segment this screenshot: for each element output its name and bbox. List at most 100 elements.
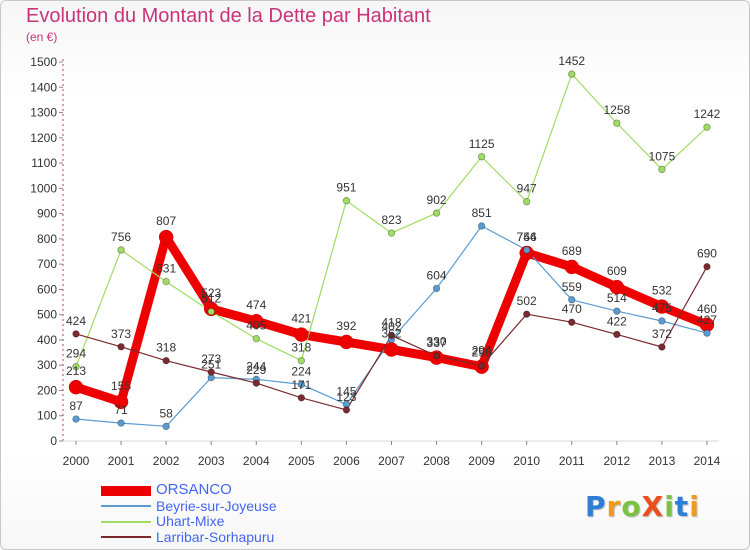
data-label-beyrie-sur-joyeuse: 756 [517, 230, 537, 244]
data-point-beyrie-sur-joyeuse [568, 296, 576, 304]
data-point-beyrie-sur-joyeuse [297, 380, 306, 389]
chart-subtitle: (en €) [26, 30, 58, 44]
y-tick-label: 300 [37, 358, 57, 372]
legend: ORSANCO Beyrie-sur-Joyeuse Uhart-Mixe La… [101, 481, 361, 545]
data-label-orsanco: 474 [246, 298, 266, 312]
data-label-uhart-mixe: 951 [336, 181, 356, 195]
legend-item-uhart-mixe: Uhart-Mixe [101, 513, 361, 530]
data-label-uhart-mixe: 1258 [603, 103, 630, 117]
data-label-beyrie-sur-joyeuse: 604 [427, 268, 447, 282]
data-point-beyrie-sur-joyeuse [432, 284, 441, 293]
data-point-beyrie-sur-joyeuse [477, 222, 486, 230]
data-point-larribar-sorhapuru [297, 394, 306, 402]
data-label-orsanco: 294 [472, 344, 492, 358]
data-label-orsanco: 155 [111, 379, 131, 393]
data-label-uhart-mixe: 294 [66, 347, 86, 361]
data-point-orsanco [384, 342, 399, 357]
legend-item-beyrie-sur-joyeuse: Beyrie-sur-Joyeuse [101, 497, 361, 515]
data-label-beyrie-sur-joyeuse: 58 [159, 406, 173, 420]
proxiti-logo: ProXiti [585, 490, 700, 523]
x-tick-label: 2007 [378, 454, 405, 468]
data-label-orsanco: 744 [517, 230, 537, 244]
data-label-beyrie-sur-joyeuse: 427 [697, 313, 717, 327]
x-tick-label: 2010 [513, 454, 540, 468]
x-tick-label: 2006 [333, 454, 360, 468]
data-point-orsanco [249, 313, 264, 329]
data-label-orsanco: 421 [291, 312, 311, 326]
data-label-uhart-mixe: 318 [291, 341, 311, 355]
data-label-larribar-sorhapuru: 171 [291, 378, 311, 392]
data-point-uhart-mixe [252, 334, 260, 343]
x-tick-label: 2013 [649, 454, 676, 468]
data-label-beyrie-sur-joyeuse: 851 [472, 206, 492, 220]
data-label-uhart-mixe: 902 [427, 193, 447, 207]
data-label-beyrie-sur-joyeuse: 251 [201, 358, 221, 372]
logo-letter: i [664, 490, 675, 523]
data-label-uhart-mixe: 947 [517, 182, 537, 196]
data-point-orsanco [339, 334, 354, 350]
x-tick-label: 2011 [559, 454, 585, 468]
data-point-orsanco [654, 299, 670, 314]
data-label-larribar-sorhapuru: 418 [381, 315, 401, 329]
data-label-uhart-mixe: 512 [201, 292, 221, 306]
data-point-larribar-sorhapuru [72, 330, 80, 338]
y-tick-label: 500 [37, 308, 57, 322]
data-point-uhart-mixe [297, 356, 306, 365]
x-tick-label: 2008 [423, 454, 450, 468]
data-point-orsanco [68, 379, 84, 395]
legend-swatch [101, 520, 151, 523]
data-point-larribar-sorhapuru [342, 406, 351, 414]
data-label-orsanco: 807 [156, 214, 176, 228]
y-tick-label: 1500 [30, 55, 57, 69]
y-tick-label: 1400 [30, 80, 57, 94]
legend-label: Larribar-Sorhapuru [156, 528, 275, 545]
data-label-uhart-mixe: 1075 [649, 149, 676, 163]
data-point-larribar-sorhapuru [658, 343, 666, 351]
data-point-uhart-mixe [477, 153, 486, 161]
data-label-beyrie-sur-joyeuse: 244 [246, 359, 266, 373]
data-label-larribar-sorhapuru: 422 [607, 314, 627, 328]
logo-letter: o [621, 490, 642, 523]
data-label-larribar-sorhapuru: 373 [111, 327, 131, 341]
data-label-uhart-mixe: 1242 [694, 107, 721, 121]
data-label-orsanco: 392 [336, 319, 356, 333]
y-tick-label: 800 [37, 232, 57, 246]
data-point-beyrie-sur-joyeuse [703, 329, 711, 337]
data-label-uhart-mixe: 823 [381, 213, 401, 227]
data-point-uhart-mixe [387, 229, 396, 237]
data-point-beyrie-sur-joyeuse [613, 307, 621, 315]
data-label-beyrie-sur-joyeuse: 87 [69, 399, 83, 413]
data-point-orsanco [113, 394, 129, 410]
data-point-orsanco [158, 229, 174, 245]
data-point-larribar-sorhapuru [162, 356, 170, 365]
y-tick-label: 100 [37, 409, 57, 423]
data-label-beyrie-sur-joyeuse: 224 [291, 364, 311, 378]
data-point-uhart-mixe [432, 209, 441, 217]
x-tick-label: 2001 [108, 454, 135, 468]
legend-swatch [101, 536, 151, 539]
data-point-orsanco [294, 327, 309, 342]
x-tick-label: 2009 [468, 454, 495, 468]
data-label-orsanco: 609 [607, 264, 627, 278]
data-point-uhart-mixe [523, 198, 531, 206]
data-label-beyrie-sur-joyeuse: 475 [652, 301, 672, 315]
y-tick-label: 700 [37, 257, 57, 271]
y-tick-label: 200 [37, 383, 57, 397]
data-point-beyrie-sur-joyeuse [72, 415, 80, 423]
data-label-larribar-sorhapuru: 318 [156, 341, 176, 355]
legend-label: Beyrie-sur-Joyeuse [156, 497, 277, 514]
data-point-orsanco [609, 279, 625, 295]
chart-title: Evolution du Montant de la Dette par Hab… [26, 5, 431, 27]
x-tick-label: 2012 [603, 454, 630, 468]
data-point-uhart-mixe [72, 363, 80, 371]
data-point-larribar-sorhapuru [703, 262, 711, 271]
data-point-larribar-sorhapuru [207, 368, 215, 376]
data-label-larribar-sorhapuru: 424 [66, 314, 86, 328]
x-tick-label: 2003 [198, 454, 225, 468]
data-label-uhart-mixe: 756 [111, 230, 131, 244]
logo-letter: P [585, 490, 607, 523]
data-point-larribar-sorhapuru [523, 310, 531, 318]
legend-swatch [101, 505, 151, 508]
